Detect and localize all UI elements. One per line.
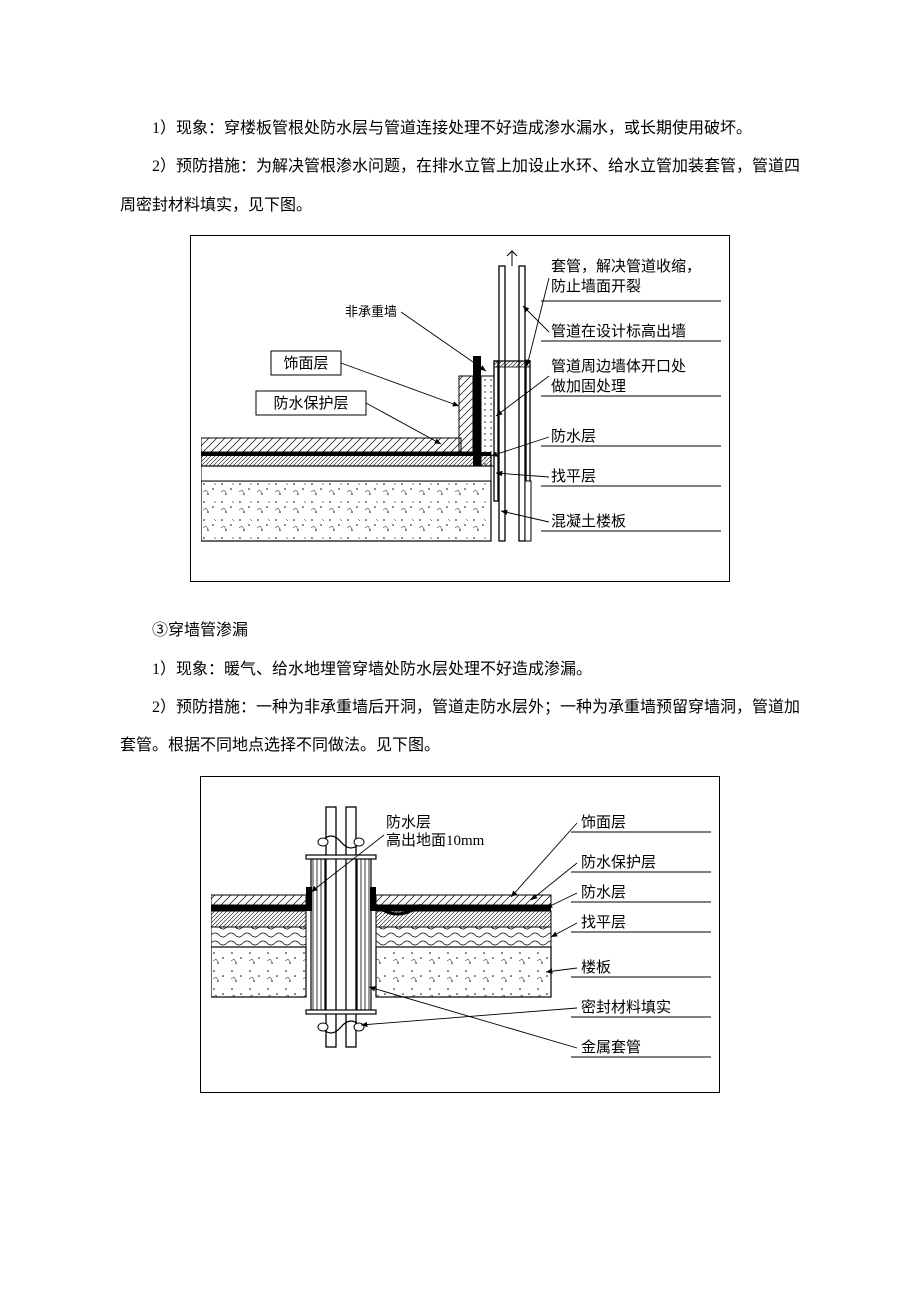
figure-1-svg: 非承重墙 饰面层 防水保护层 套管，解决管道收缩， 防止墙面开裂 管道在设计标高…: [201, 246, 721, 556]
fig1-label-pipe-height: 管道在设计标高出墙: [551, 323, 686, 340]
fig2-label-wp-above-l2: 高出地面10mm: [386, 832, 485, 849]
fig2-label-facing: 饰面层: [581, 814, 626, 831]
figure-2-svg: 防水层 高出地面10mm 饰面层 防水保护层 防水层 找平层 楼板 密封材料填实…: [211, 787, 711, 1067]
fig1-label-leveling: 找平层: [551, 468, 596, 485]
fig1-label-slab: 混凝土楼板: [551, 512, 626, 530]
figure-2: 防水层 高出地面10mm 饰面层 防水保护层 防水层 找平层 楼板 密封材料填实…: [200, 776, 720, 1093]
figure-1: 非承重墙 饰面层 防水保护层 套管，解决管道收缩， 防止墙面开裂 管道在设计标高…: [190, 235, 730, 582]
page: 1）现象：穿楼板管根处防水层与管道连接处理不好造成渗水漏水，或长期使用破坏。 2…: [0, 0, 920, 1183]
fig1-label-reinforce-l2: 做加固处理: [551, 378, 626, 395]
paragraph-2b: 2）预防措施：一种为非承重墙后开洞，管道走防水层外；一种为承重墙预留穿墙洞，管道…: [120, 689, 800, 766]
fig2-label-seal: 密封材料填实: [581, 999, 671, 1016]
fig2-label-protect: 防水保护层: [581, 854, 656, 871]
fig2-label-slab: 楼板: [581, 958, 611, 976]
fig1-label-sleeve-l2: 防止墙面开裂: [551, 278, 641, 295]
fig2-label-waterproof: 防水层: [581, 884, 626, 901]
heading-2: ③穿墙管渗漏: [120, 612, 800, 650]
fig1-label-facing: 饰面层: [283, 355, 328, 372]
fig2-label-leveling: 找平层: [581, 914, 626, 931]
fig1-label-nonbearing: 非承重墙: [345, 304, 397, 319]
paragraph-1b: 2）预防措施：为解决管根渗水问题，在排水立管上加设止水环、给水立管加装套管，管道…: [120, 148, 800, 225]
fig2-label-metal-sleeve: 金属套管: [581, 1039, 641, 1056]
fig1-label-sleeve-l1: 套管，解决管道收缩，: [551, 258, 701, 275]
paragraph-2a: 1）现象：暖气、给水地埋管穿墙处防水层处理不好造成渗漏。: [120, 651, 800, 689]
fig1-label-waterproof: 防水层: [551, 428, 596, 445]
fig2-label-wp-above-l1: 防水层: [386, 814, 431, 831]
paragraph-1a: 1）现象：穿楼板管根处防水层与管道连接处理不好造成渗水漏水，或长期使用破坏。: [120, 110, 800, 148]
fig1-label-protect: 防水保护层: [273, 395, 348, 412]
fig1-label-reinforce-l1: 管道周边墙体开口处: [551, 358, 686, 375]
